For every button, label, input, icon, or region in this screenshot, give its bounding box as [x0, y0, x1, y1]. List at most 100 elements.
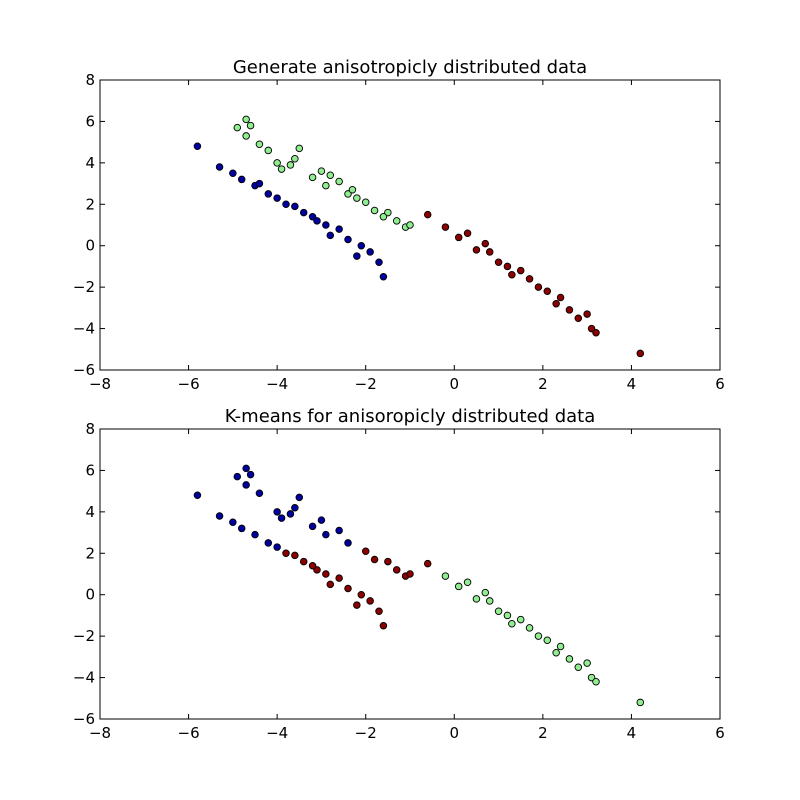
top-ytick-label: 4: [85, 154, 95, 172]
bottom-point-s0-19: [344, 539, 352, 547]
top-point-s2-1: [441, 223, 450, 231]
top-point-s1-7: [282, 200, 290, 209]
top-point-s1-6: [273, 194, 281, 202]
top-point-s0-1: [246, 121, 255, 130]
bottom-xtick-label: −8: [89, 724, 111, 742]
bottom-chart-title: K-means for anisoropicly distributed dat…: [225, 406, 596, 427]
top-point-s0-10: [317, 167, 326, 175]
top-ytick-label: 2: [85, 195, 95, 213]
bottom-point-s2-19: [508, 619, 516, 628]
top-point-s1-21: [353, 252, 361, 260]
top-point-s0-4: [255, 140, 264, 148]
bottom-point-s2-13: [574, 663, 583, 671]
bottom-point-s2-10: [543, 636, 552, 645]
top-point-s0-0: [242, 115, 250, 124]
top-point-s0-9: [308, 173, 317, 182]
top-point-s1-2: [229, 169, 237, 177]
top-point-s1-12: [335, 225, 343, 233]
bottom-point-s2-12: [565, 655, 574, 663]
bottom-point-s1-2: [299, 557, 308, 566]
top-point-s1-11: [322, 221, 330, 229]
top-point-s1-5: [264, 190, 273, 198]
top-point-s2-20: [508, 270, 516, 279]
bottom-point-s2-8: [525, 624, 534, 632]
bottom-point-s1-5: [335, 574, 343, 582]
bottom-point-s2-3: [472, 595, 481, 603]
top-point-s1-14: [357, 241, 366, 250]
top-point-s0-7: [277, 165, 286, 173]
bottom-point-s1-7: [357, 590, 366, 599]
top-xtick-label: −4: [266, 375, 288, 393]
top-point-s2-6: [494, 258, 503, 267]
top-point-s2-3: [463, 229, 472, 238]
bottom-ytick-label: 6: [85, 461, 95, 479]
bottom-point-s0-15: [308, 522, 317, 531]
top-point-s2-18: [636, 349, 645, 358]
top-point-s2-8: [516, 266, 525, 275]
top-point-s2-10: [534, 283, 543, 291]
top-xtick-label: 4: [627, 375, 637, 393]
bottom-point-s2-7: [516, 615, 525, 624]
bottom-point-s0-0: [193, 491, 202, 500]
top-point-s0-12: [335, 177, 343, 186]
bottom-ytick-label: 0: [85, 586, 95, 604]
bottom-xtick-label: −6: [178, 724, 200, 742]
top-point-s2-17: [592, 328, 600, 337]
bottom-point-s2-16: [592, 677, 600, 686]
bottom-xtick-label: −4: [266, 724, 288, 742]
bottom-subplot: K-means for anisoropicly distributed dat…: [73, 406, 725, 742]
top-point-s0-24: [353, 194, 361, 202]
bottom-point-s0-6: [233, 472, 242, 481]
top-point-s2-0: [423, 210, 432, 219]
top-point-s1-16: [375, 258, 383, 267]
bottom-point-s0-21: [291, 503, 299, 512]
bottom-point-s2-1: [454, 582, 463, 591]
top-point-s0-21: [264, 146, 273, 155]
top-point-s2-4: [472, 246, 481, 254]
top-xtick-label: −2: [355, 375, 377, 393]
bottom-point-s1-12: [370, 555, 379, 564]
bottom-point-s2-20: [556, 642, 565, 651]
top-point-s0-16: [370, 206, 379, 215]
bottom-ytick-label: 2: [85, 544, 95, 562]
top-point-s1-8: [291, 202, 299, 211]
bottom-point-s0-8: [255, 489, 264, 497]
bottom-point-s2-6: [503, 611, 512, 620]
top-point-s1-15: [366, 248, 374, 256]
top-point-s0-20: [406, 221, 414, 229]
bottom-xtick-label: −2: [355, 724, 377, 742]
top-ytick-label: 0: [85, 237, 95, 255]
top-ytick-label: −6: [73, 361, 95, 379]
bottom-point-s1-4: [322, 570, 330, 578]
bottom-point-s0-14: [295, 493, 304, 502]
top-subplot: Generate anisotropicly distributed data …: [73, 57, 725, 393]
top-point-s0-6: [273, 159, 281, 167]
bottom-point-s0-16: [317, 516, 326, 524]
top-point-s2-12: [552, 299, 560, 308]
top-ytick-label: −2: [73, 278, 95, 296]
bottom-axes-frame: [99, 428, 721, 720]
top-xtick-label: −6: [178, 375, 200, 393]
top-point-s1-17: [379, 273, 388, 281]
bottom-point-s1-9: [375, 607, 383, 616]
top-point-s1-0: [193, 142, 202, 151]
top-axes-frame: [99, 79, 721, 371]
bottom-xtick-label: 6: [715, 724, 725, 742]
bottom-point-s0-10: [264, 539, 273, 547]
bottom-point-s2-14: [583, 659, 591, 667]
top-point-s1-3: [237, 175, 246, 184]
top-ytick-label: −4: [73, 320, 95, 338]
bottom-point-s1-16: [406, 570, 414, 578]
bottom-point-s0-12: [277, 514, 286, 522]
top-point-s2-19: [481, 239, 490, 248]
bottom-point-s1-19: [326, 580, 335, 589]
bottom-point-s0-13: [286, 510, 295, 518]
top-point-s0-15: [361, 198, 370, 206]
bottom-ytick-label: −2: [73, 627, 95, 645]
top-point-s1-20: [326, 231, 335, 240]
top-point-s1-1: [215, 163, 224, 171]
top-point-s2-21: [556, 293, 565, 302]
